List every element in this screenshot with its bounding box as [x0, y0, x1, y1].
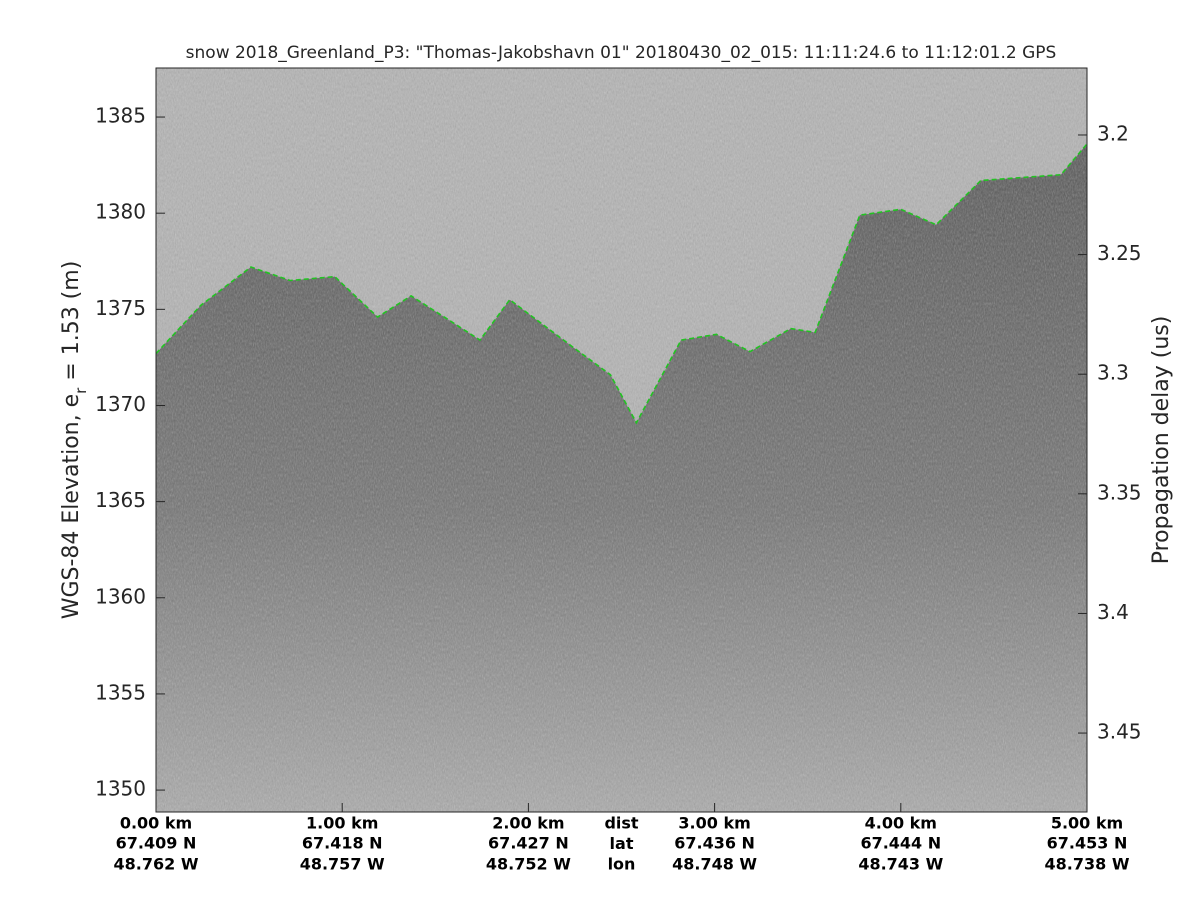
- y-tick-label: 1385: [95, 104, 146, 128]
- x-tick-label: 4.00 km: [865, 814, 937, 833]
- x-tick-lat: 67.409 N: [116, 834, 197, 853]
- x-tick-label: 0.00 km: [120, 814, 192, 833]
- y2-tick-label: 3.45: [1097, 720, 1142, 744]
- row-label: lat: [610, 834, 634, 853]
- x-tick-label: 5.00 km: [1051, 814, 1123, 833]
- y-tick-label: 1370: [95, 392, 146, 416]
- y-tick-label: 1360: [95, 584, 146, 608]
- y2-tick-label: 3.2: [1097, 121, 1129, 145]
- x-tick-lon: 48.752 W: [486, 855, 571, 874]
- y2-tick-label: 3.3: [1097, 361, 1129, 385]
- y-tick-label: 1365: [95, 488, 146, 512]
- row-label: lon: [608, 855, 636, 874]
- y2-tick-label: 3.35: [1097, 480, 1142, 504]
- x-tick-lat: 67.444 N: [860, 834, 941, 853]
- x-tick-lat: 67.427 N: [488, 834, 569, 853]
- y-tick-label: 1355: [95, 680, 146, 704]
- y-tick-label: 1375: [95, 296, 146, 320]
- noise-texture: [156, 68, 1087, 812]
- x-tick-lon: 48.762 W: [114, 855, 199, 874]
- y-tick-label: 1350: [95, 777, 146, 801]
- x-tick-label: 2.00 km: [492, 814, 564, 833]
- x-tick-lon: 48.743 W: [858, 855, 943, 874]
- y2-tick-label: 3.4: [1097, 600, 1129, 624]
- y2-axis-label: Propagation delay (us): [1149, 316, 1174, 565]
- chart-title: snow 2018_Greenland_P3: "Thomas-Jakobsha…: [186, 43, 1057, 63]
- x-tick-lat: 67.418 N: [302, 834, 383, 853]
- x-tick-lon: 48.748 W: [672, 855, 757, 874]
- x-tick-label: 3.00 km: [678, 814, 750, 833]
- x-tick-lat: 67.436 N: [674, 834, 755, 853]
- y2-tick-label: 3.25: [1097, 241, 1142, 265]
- x-tick-lon: 48.738 W: [1045, 855, 1130, 874]
- plot-frame: [155, 67, 1088, 813]
- x-tick-label: 1.00 km: [306, 814, 378, 833]
- x-tick-lon: 48.757 W: [300, 855, 385, 874]
- x-tick-lat: 67.453 N: [1047, 834, 1128, 853]
- y-tick-label: 1380: [95, 200, 146, 224]
- y-axis-label: WGS-84 Elevation, er = 1.53 (m): [59, 261, 90, 620]
- row-label: dist: [604, 814, 638, 833]
